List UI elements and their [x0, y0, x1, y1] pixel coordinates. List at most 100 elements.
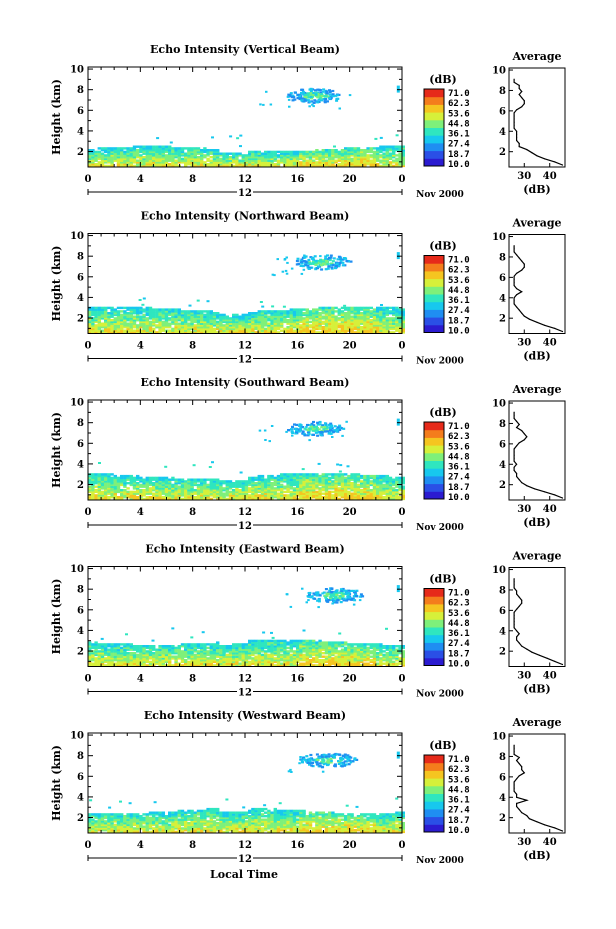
heatmap-cell — [350, 497, 354, 501]
heatmap-cell — [123, 478, 127, 481]
heatmap-cell — [184, 154, 188, 157]
heatmap-cell — [369, 490, 373, 494]
heatmap-cell — [307, 94, 311, 97]
heatmap-cell — [347, 147, 351, 150]
heatmap-cell — [270, 154, 274, 157]
heatmap-cell — [232, 319, 236, 322]
heatmap-cell — [113, 331, 117, 334]
heatmap-cell — [276, 312, 281, 315]
heatmap-cell — [209, 485, 213, 488]
heatmap-cell — [248, 156, 252, 159]
heatmap-cell — [300, 258, 304, 261]
heatmap-cell — [184, 655, 188, 658]
heatmap-cell — [235, 652, 239, 655]
heatmap-cell — [337, 492, 341, 495]
heatmap-cell — [120, 313, 124, 317]
heatmap-cell — [392, 331, 396, 334]
heatmap-cell — [296, 476, 300, 480]
heatmap-cell — [206, 164, 210, 168]
heatmap-cell — [324, 482, 329, 485]
heatmap-cell — [280, 489, 284, 492]
x-tick-label: 0 — [399, 507, 406, 518]
heatmap-cell — [270, 474, 274, 478]
profile-point — [521, 291, 523, 293]
heatmap-cell — [344, 476, 348, 480]
heatmap-cell — [104, 308, 108, 311]
heatmap-cell — [388, 324, 393, 327]
heatmap-cell — [273, 483, 277, 487]
heatmap-cell — [382, 317, 386, 320]
heatmap-cell — [334, 474, 338, 478]
heatmap-cell — [254, 324, 258, 327]
heatmap-cell — [97, 662, 101, 665]
heatmap-cell — [97, 650, 101, 653]
heatmap-cell — [152, 315, 156, 318]
heatmap-cell — [309, 91, 313, 95]
heatmap-cell — [126, 653, 130, 657]
heatmap-cell — [203, 653, 207, 657]
heatmap-cell — [104, 156, 108, 159]
heatmap-cell — [174, 150, 178, 154]
heatmap-cell — [292, 152, 297, 155]
heatmap-cell — [299, 152, 303, 155]
heatmap-cell — [180, 492, 185, 495]
heatmap-cell — [376, 490, 380, 494]
heatmap-cell — [94, 320, 98, 324]
heatmap-cell — [206, 152, 210, 155]
heatmap-cell — [187, 496, 191, 499]
heatmap-cell — [331, 494, 335, 497]
heatmap-cell — [126, 317, 130, 320]
heatmap-cell — [257, 474, 261, 478]
heatmap-cell — [285, 430, 288, 433]
heatmap-cell — [174, 152, 178, 155]
heatmap-cell — [97, 485, 101, 488]
heatmap-cell — [295, 259, 299, 263]
heatmap-cell — [206, 659, 210, 662]
heatmap-cell — [148, 312, 153, 315]
heatmap-cell — [123, 164, 127, 168]
day-marker-bg — [237, 187, 253, 197]
heatmap-cell — [344, 149, 348, 152]
heatmap-cell — [280, 313, 284, 317]
heatmap-cell — [161, 664, 165, 667]
heatmap-cell — [398, 149, 402, 152]
heatmap-cell — [331, 149, 335, 152]
heatmap-cell — [289, 476, 293, 480]
heatmap-cell — [299, 320, 303, 324]
heatmap-cell — [385, 482, 389, 485]
heatmap-cell — [276, 492, 281, 495]
heatmap-cell — [123, 492, 127, 495]
heatmap-cell — [238, 483, 242, 487]
heatmap-cell — [100, 494, 105, 497]
heatmap-cell — [190, 659, 194, 662]
heatmap-cell — [305, 324, 309, 327]
heatmap-cell — [158, 483, 162, 487]
heatmap-cell — [302, 494, 306, 497]
heatmap-cell — [148, 652, 153, 655]
heatmap-cell — [319, 260, 323, 263]
heatmap-cell — [129, 317, 133, 320]
heatmap-cell — [290, 267, 294, 270]
heatmap-cell — [200, 326, 204, 329]
heatmap-cell — [315, 157, 319, 161]
heatmap-cell — [123, 315, 127, 318]
heatmap-cell — [321, 306, 325, 310]
profile-y-tick-label: 2 — [499, 147, 506, 158]
heatmap-cell — [142, 317, 146, 320]
heatmap-cell — [348, 94, 352, 97]
heatmap-cell — [222, 331, 226, 334]
heatmap-cell — [113, 485, 117, 488]
heatmap-cell — [318, 478, 322, 481]
heatmap-cell — [238, 482, 242, 485]
heatmap-cell — [104, 497, 108, 501]
heatmap-cell — [180, 329, 185, 332]
heatmap-cell — [228, 320, 233, 324]
heatmap-cell — [193, 657, 197, 660]
heatmap-cell — [209, 317, 213, 320]
heatmap-cell — [308, 313, 313, 317]
heatmap-cell — [97, 653, 101, 657]
heatmap-cell — [321, 90, 325, 93]
heatmap-cell — [104, 652, 108, 655]
heatmap-cell — [257, 494, 261, 497]
heatmap-cell — [392, 490, 396, 494]
